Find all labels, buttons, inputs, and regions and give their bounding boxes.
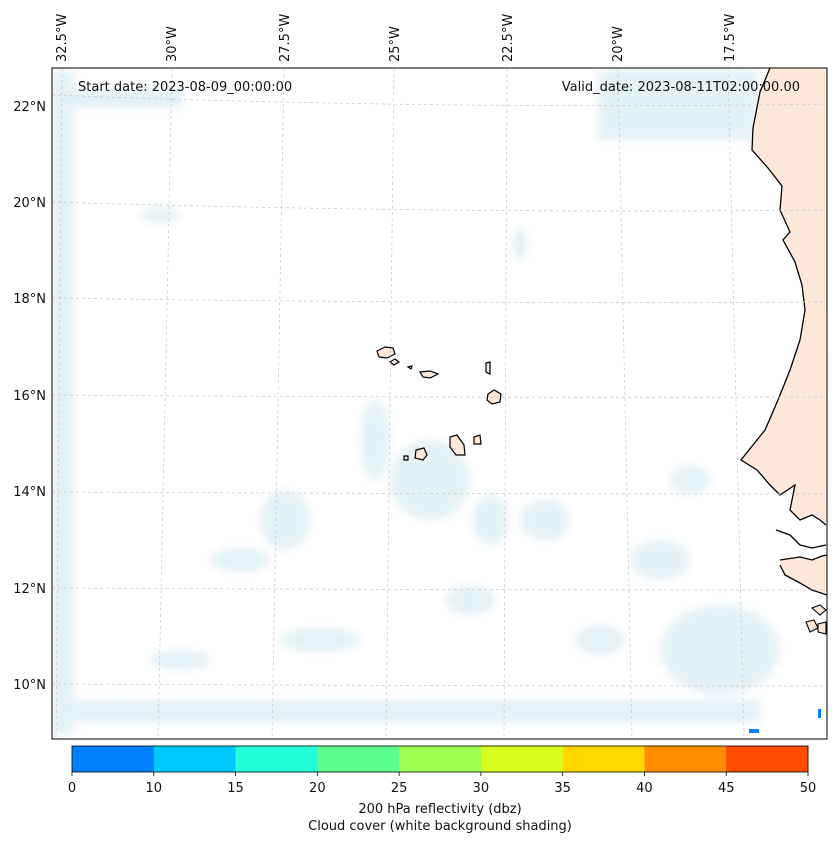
colorbar-tick-label: 35 [554,781,571,796]
colorbar-ticks: 0 10 15 20 25 30 35 40 45 50 [68,772,816,796]
lon-label-32-5w: 32.5°W [55,14,70,62]
reflectivity-specks [749,709,821,733]
lon-label-30w: 30°W [165,26,180,62]
colorbar-swatch [153,746,237,772]
map-panel: Start date: 2023-08-09_00:00:00 Valid_da… [51,67,828,740]
colorbar-swatch [726,746,809,772]
valid-date-label: Valid_date: 2023-08-11T02:00:00.00 [562,80,800,95]
lon-label-17-5w: 17.5°W [723,14,738,62]
colorbar-tick-label: 45 [718,781,735,796]
lat-label-12n: 12°N [13,582,46,597]
colorbar-tick-label: 40 [636,781,653,796]
colorbar-tick-label: 15 [227,781,244,796]
colorbar-swatch [562,746,645,772]
longitude-labels: 32.5°W 30°W 27.5°W 25°W 22.5°W 20°W 17.5… [55,14,738,62]
colorbar-title: 200 hPa reflectivity (dbz) [358,802,521,817]
colorbar-swatch [644,746,727,772]
colorbar-tick-label: 0 [68,781,76,796]
lat-label-22n: 22°N [13,100,46,115]
lat-label-20n: 20°N [13,196,46,211]
colorbar-swatch [72,746,155,772]
colorbar-tick-label: 25 [391,781,408,796]
lat-label-14n: 14°N [13,485,46,500]
map-frame [51,67,828,740]
colorbar-swatches [72,746,809,772]
colorbar-frame [71,745,809,773]
gridlines [52,68,827,739]
colorbar-swatch [480,746,564,772]
lat-label-18n: 18°N [13,292,46,307]
start-date-label: Start date: 2023-08-09_00:00:00 [78,80,292,95]
colorbar-tick-label: 50 [800,781,817,796]
colorbar-swatch [235,746,318,772]
lon-label-20w: 20°W [611,26,626,62]
colorbar-swatch [399,746,482,772]
colorbar-tick-label: 10 [146,781,163,796]
lat-label-10n: 10°N [13,678,46,693]
colorbar-tick-label: 30 [473,781,490,796]
colorbar-tick-label: 20 [309,781,326,796]
lon-label-27-5w: 27.5°W [278,14,293,62]
lon-label-22-5w: 22.5°W [501,14,516,62]
lon-label-25w: 25°W [388,26,403,62]
cloud-cover-shading [52,70,780,735]
lat-label-16n: 16°N [13,389,46,404]
cape-verde-islands [376,346,502,461]
colorbar-subtitle: Cloud cover (white background shading) [308,819,572,834]
colorbar-swatch [317,746,400,772]
colorbar: 0 10 15 20 25 30 35 40 45 50 200 hPa reflectivity… [68,745,816,834]
latitude-labels: 22°N 20°N 18°N 16°N 14°N 12°N 10°N [13,100,46,693]
africa-coast [740,68,827,635]
